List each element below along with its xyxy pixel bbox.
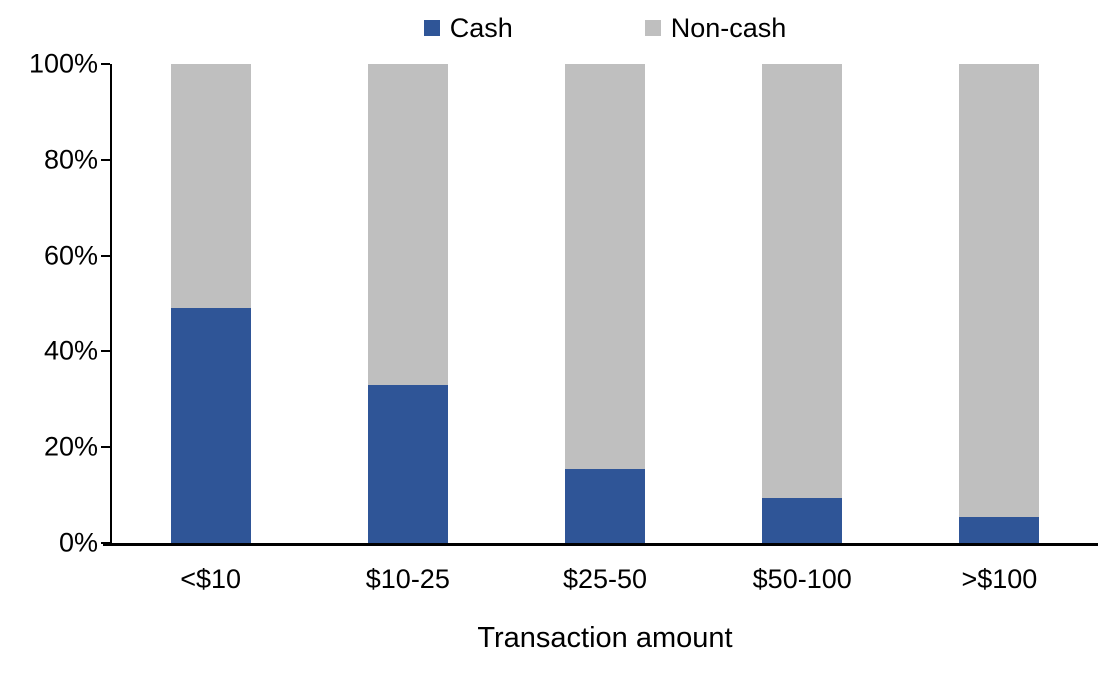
x-tick-label: $50-100 <box>752 564 852 594</box>
legend-swatch-non-cash-icon <box>644 20 661 36</box>
bar-segment-non-cash <box>959 64 1040 517</box>
legend-swatch-cash-icon <box>423 20 440 36</box>
legend-label-cash: Cash <box>449 13 513 43</box>
bar-slot <box>704 64 901 543</box>
bar-segment-cash <box>170 308 251 543</box>
y-tick-mark <box>101 254 110 257</box>
y-tick-label: 0% <box>58 527 98 558</box>
bar-slot <box>901 64 1098 543</box>
legend: Cash Non-cash <box>112 10 1098 46</box>
x-tick-label: $10-25 <box>365 564 450 594</box>
legend-item-cash: Cash <box>423 10 513 46</box>
stacked-bar <box>367 64 448 543</box>
y-tick-label: 40% <box>43 335 98 366</box>
y-tick-label: 60% <box>43 240 98 271</box>
y-tick-label: 100% <box>28 48 98 79</box>
stacked-bar <box>959 64 1040 543</box>
y-tick-mark <box>101 350 110 353</box>
bar-segment-cash <box>565 468 645 543</box>
y-tick-mark <box>101 158 110 161</box>
y-tick-mark <box>101 63 110 65</box>
x-axis-line <box>103 543 1098 546</box>
stacked-bar <box>565 64 645 543</box>
y-tick-label: 80% <box>43 144 98 175</box>
stacked-bar <box>170 64 251 543</box>
y-tick-mark <box>101 446 110 449</box>
bar-slot <box>506 64 703 543</box>
bar-slot <box>309 64 506 543</box>
bar-slot <box>112 64 309 543</box>
legend-item-non-cash: Non-cash <box>644 10 787 46</box>
bar-segment-non-cash <box>762 64 843 498</box>
x-tick-label: >$100 <box>961 564 1038 594</box>
bar-segment-cash <box>959 516 1040 543</box>
x-tick-label: <$10 <box>180 564 242 594</box>
x-tick-label: $25-50 <box>562 564 648 594</box>
bar-segment-non-cash <box>367 64 448 385</box>
bar-segment-cash <box>762 497 843 543</box>
bar-segment-non-cash <box>170 64 251 309</box>
legend-label-non-cash: Non-cash <box>670 13 787 43</box>
y-axis-line <box>110 64 112 543</box>
bar-segment-non-cash <box>565 64 645 469</box>
plot-area <box>112 64 1098 543</box>
y-tick-label: 20% <box>43 431 98 462</box>
stacked-bar <box>762 64 843 543</box>
x-axis-tick-labels: <$10 $10-25 $25-50 $50-100 >$100 <box>112 562 1098 596</box>
x-axis-title: Transaction amount <box>477 622 733 654</box>
bar-segment-cash <box>367 384 448 543</box>
